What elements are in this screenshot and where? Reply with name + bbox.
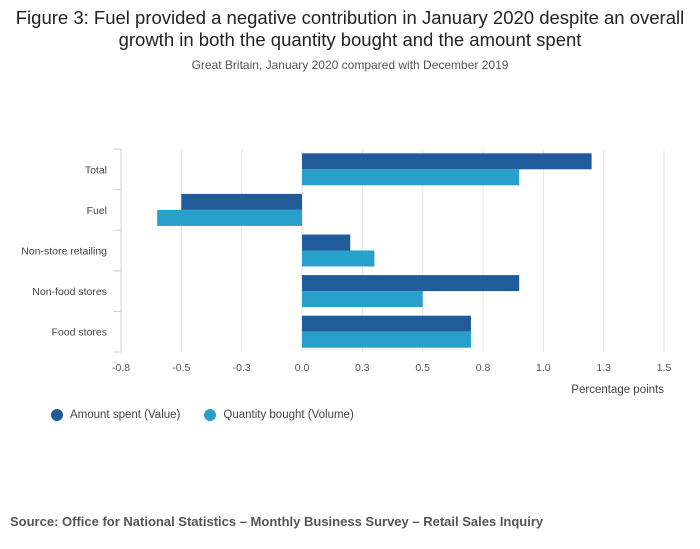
- category-label: Total: [85, 164, 107, 176]
- bar-chart: -0.8 -0.5 -0.3 0.0 0.3 0.5 0.8 1.0 1.3 1.5 Total Fu…: [21, 148, 672, 396]
- x-tick-label: 0.5: [415, 362, 430, 374]
- x-tick-label: 1.3: [596, 362, 611, 374]
- bar-volume[interactable]: [157, 209, 302, 226]
- legend-label-volume: Quantity bought (Volume): [223, 409, 354, 421]
- category-label: Food stores: [52, 327, 107, 339]
- x-tick-label: -0.8: [112, 362, 130, 374]
- category-label: Non-food stores: [32, 286, 107, 298]
- legend: Amount spent (Value) Quantity bought (Vo…: [51, 409, 354, 421]
- chart-title: Figure 3: Fuel provided a negative contr…: [15, 7, 685, 50]
- legend-item-value[interactable]: Amount spent (Value): [51, 409, 180, 421]
- bar-value[interactable]: [302, 315, 471, 332]
- bar-value[interactable]: [302, 234, 351, 251]
- bar-volume[interactable]: [302, 250, 375, 267]
- bar-value[interactable]: [181, 193, 302, 210]
- bar-value[interactable]: [302, 153, 592, 170]
- bar-volume[interactable]: [302, 291, 423, 308]
- chart-subtitle: Great Britain, January 2020 compared wit…: [191, 58, 509, 72]
- legend-swatch-volume: [204, 409, 217, 421]
- bar-volume[interactable]: [302, 169, 520, 186]
- legend-item-volume[interactable]: Quantity bought (Volume): [204, 409, 354, 421]
- category-label: Non-store retailing: [21, 246, 107, 258]
- x-axis-title: Percentage points: [571, 384, 664, 396]
- x-tick-label: 0.3: [355, 362, 370, 374]
- x-tick-label: 0.8: [476, 362, 491, 374]
- x-tick-label: 1.5: [657, 362, 672, 374]
- bar-volume[interactable]: [302, 331, 471, 348]
- legend-swatch-value: [51, 409, 63, 421]
- x-tick-label: -0.3: [233, 362, 251, 374]
- category-label: Fuel: [87, 205, 107, 217]
- x-tick-label: 0.0: [295, 362, 310, 374]
- source-note: Source: Office for National Statistics –…: [10, 514, 544, 529]
- legend-label-value: Amount spent (Value): [70, 409, 181, 421]
- bar-value[interactable]: [302, 275, 520, 292]
- x-tick-label: -0.5: [172, 362, 190, 374]
- x-tick-label: 1.0: [536, 362, 551, 374]
